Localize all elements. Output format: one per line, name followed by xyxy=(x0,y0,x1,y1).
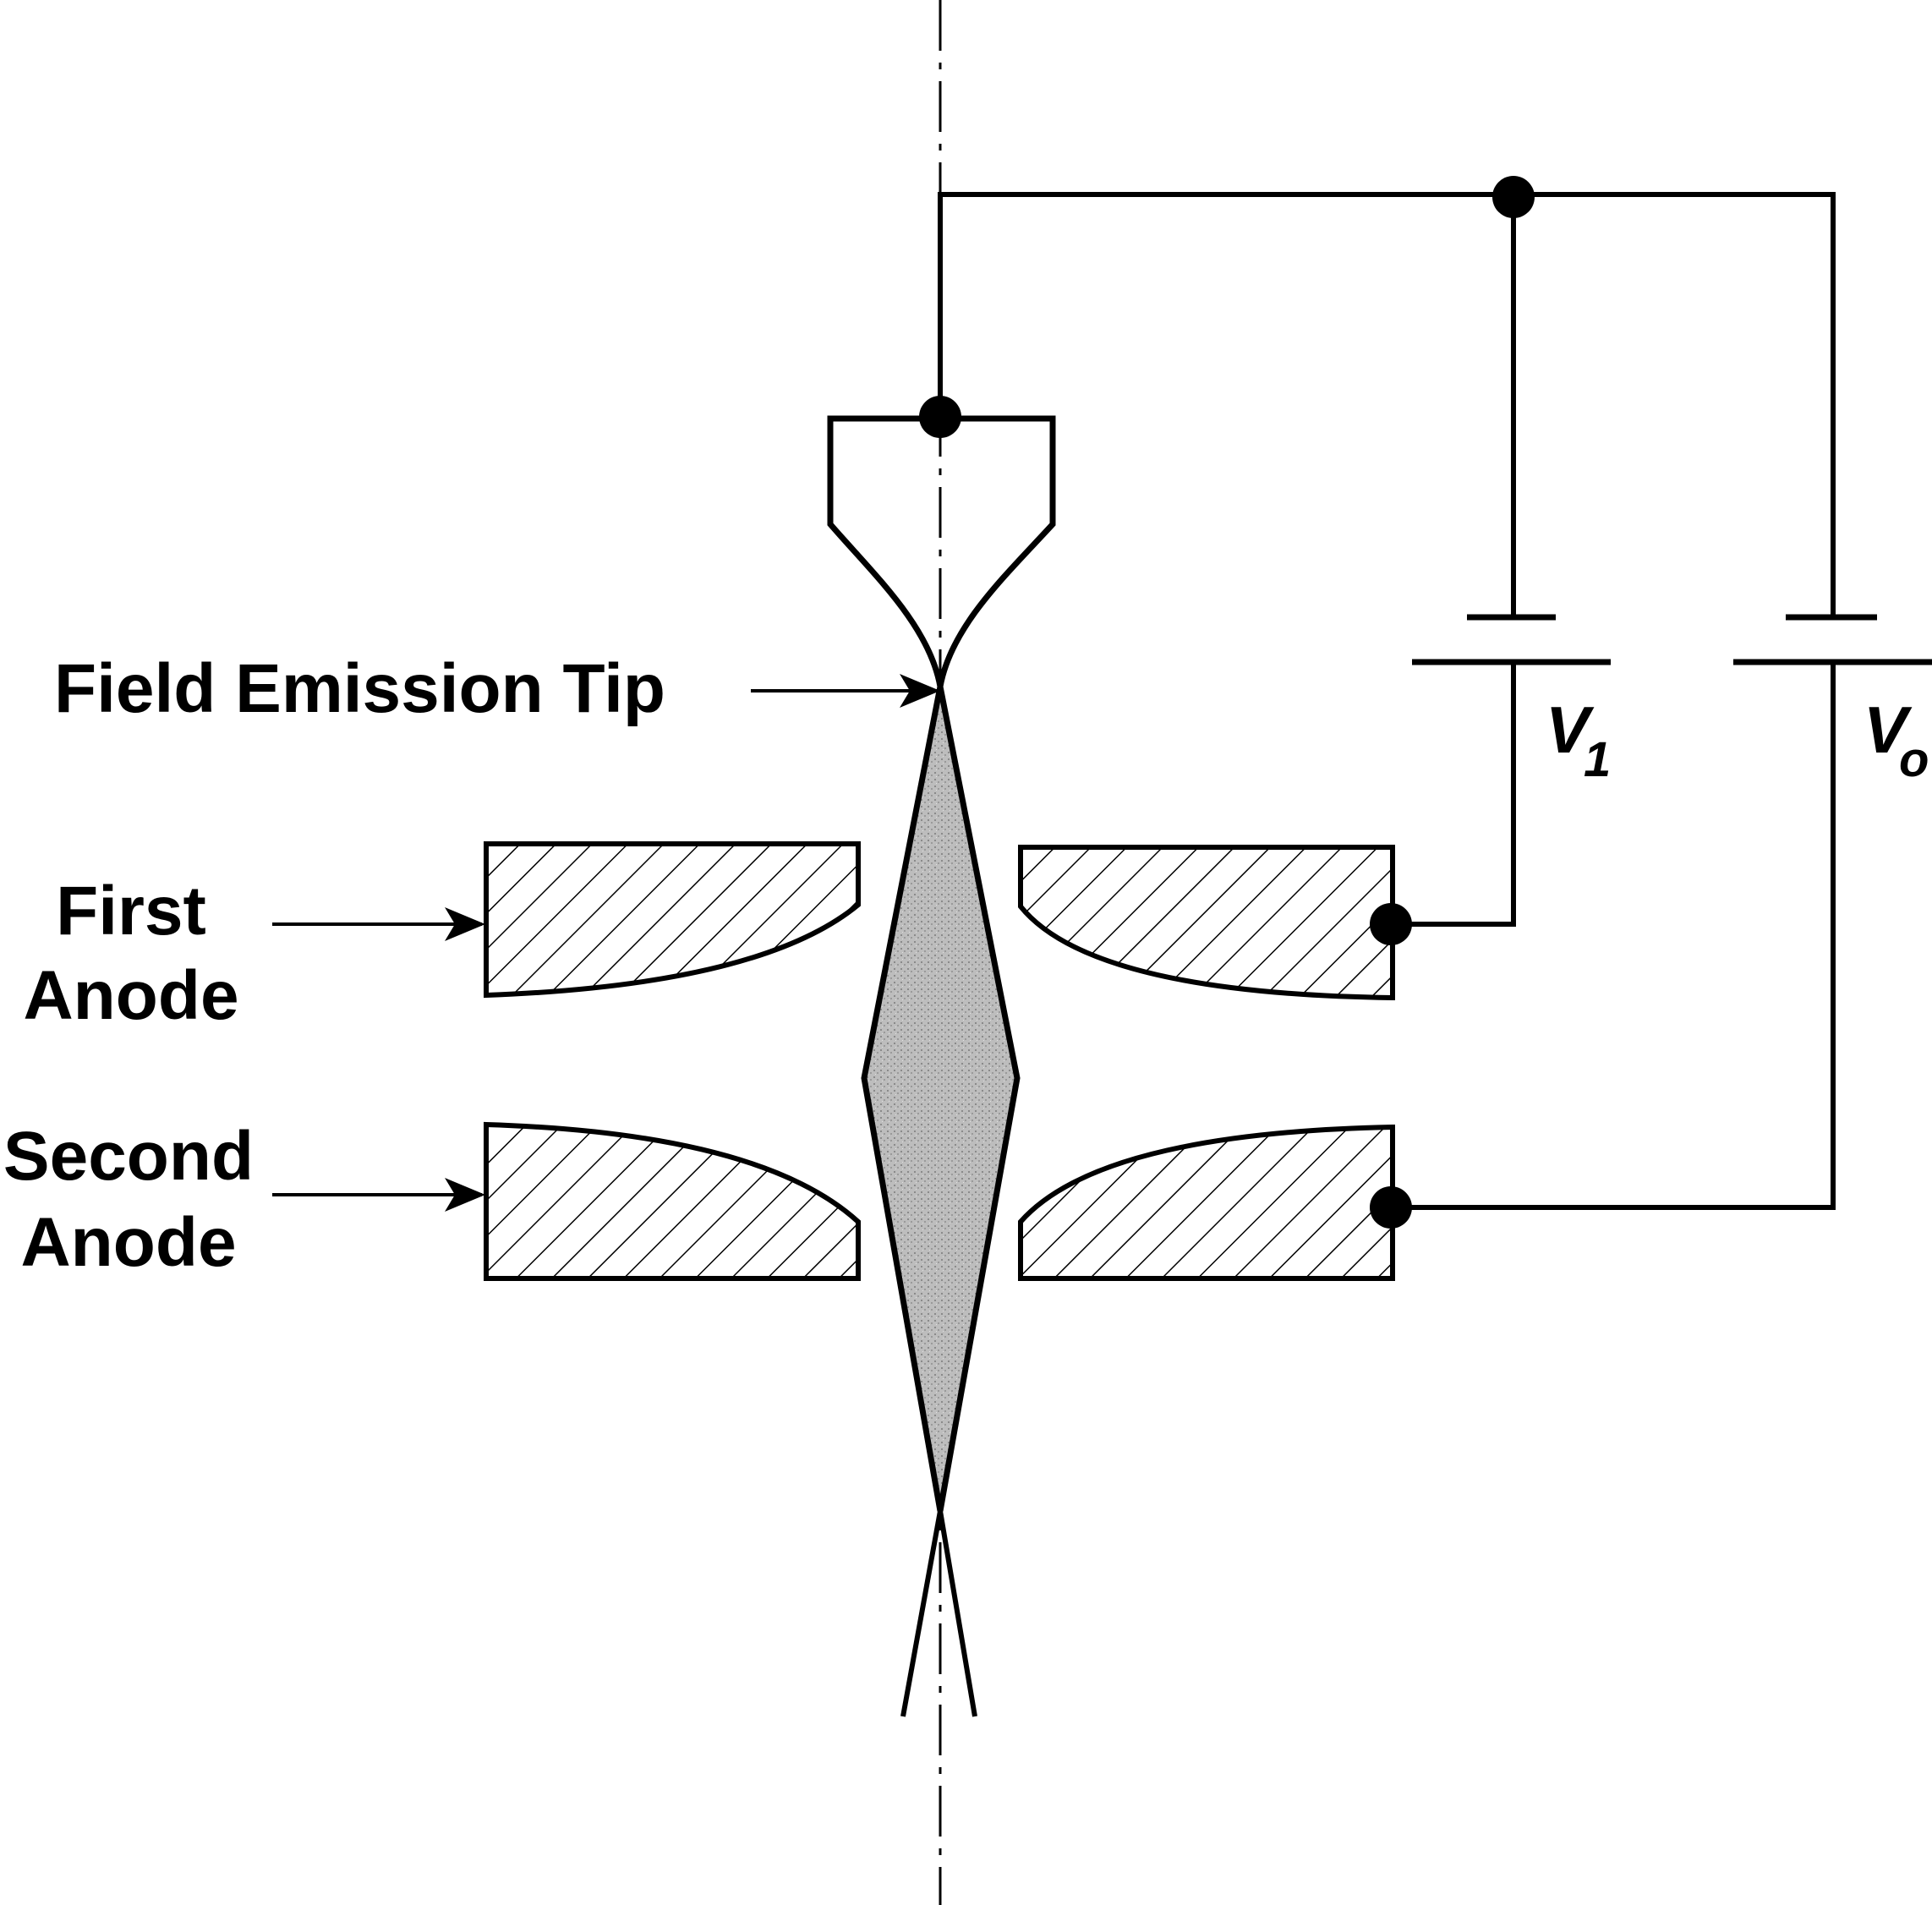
junction-dot-first-anode xyxy=(1370,903,1412,945)
junction-dot-second-anode xyxy=(1370,1186,1412,1229)
second-anode-label-line2: Anode xyxy=(20,1204,236,1281)
beam-crossover-right xyxy=(938,1510,977,1717)
v1-lower-wire xyxy=(1391,662,1516,927)
first-anode-label-line1: First xyxy=(56,873,206,950)
electron-beam xyxy=(861,686,1021,1512)
v1-label-subscript: 1 xyxy=(1584,732,1611,787)
first-anode-label-line2: Anode xyxy=(23,957,238,1034)
second-anode-label-line1: Second xyxy=(3,1118,254,1195)
beam-crossover-left xyxy=(900,1510,943,1717)
top-wire xyxy=(938,192,1836,617)
second-anode-left xyxy=(484,1121,861,1281)
second-anode-right xyxy=(1018,1124,1395,1281)
v1-label-main: V xyxy=(1546,692,1595,767)
vo-label: V o xyxy=(1864,692,1929,787)
junction-dot-top xyxy=(1492,176,1535,218)
first-anode-right xyxy=(1018,845,1395,1001)
v1-label: V 1 xyxy=(1546,692,1611,787)
field-emission-tip-label: Field Emission Tip xyxy=(54,650,665,727)
emitter-holder xyxy=(827,415,1056,687)
vo-label-main: V xyxy=(1864,692,1913,767)
first-anode-left xyxy=(484,841,861,999)
vo-label-subscript: o xyxy=(1899,732,1929,787)
junction-dot-holder xyxy=(919,396,961,438)
vo-lower-wire xyxy=(1391,662,1836,1210)
